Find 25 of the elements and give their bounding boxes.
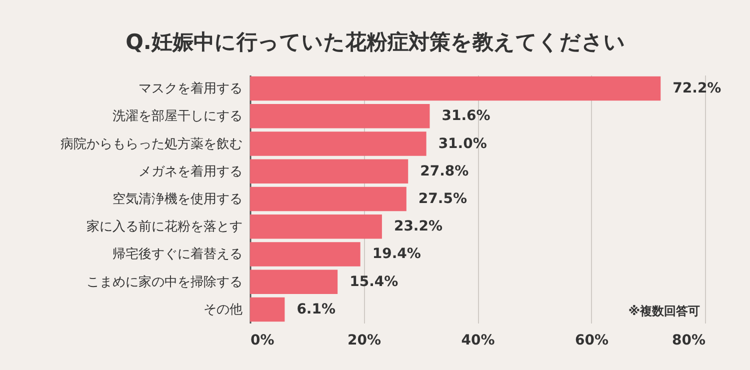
y-tick-label: 病院からもらった処方薬を飲む bbox=[60, 136, 242, 152]
y-tick-label: マスクを着用する bbox=[138, 80, 242, 97]
data-label: 19.4% bbox=[372, 246, 421, 262]
x-tick-label: 20% bbox=[347, 332, 382, 348]
annotation: ※複数回答可 bbox=[628, 304, 700, 318]
x-tick-label: 80% bbox=[672, 332, 706, 348]
x-tick-label: 40% bbox=[461, 332, 495, 348]
y-tick-label: 帰宅後すぐに着替える bbox=[112, 246, 242, 262]
x-tick-label: 60% bbox=[574, 332, 609, 348]
y-tick-label: メガネを着用する bbox=[138, 163, 242, 180]
data-label: 72.2% bbox=[672, 80, 722, 97]
data-label: 31.0% bbox=[438, 136, 487, 152]
y-tick-label: 家に入る前に花粉を落とす bbox=[86, 218, 242, 235]
y-tick-label: その他 bbox=[204, 302, 242, 318]
data-label: 27.5% bbox=[418, 191, 467, 207]
data-label: 6.1% bbox=[296, 301, 336, 318]
data-label: 31.6% bbox=[442, 108, 490, 124]
y-tick-label: 洗濯を部屋干しにする bbox=[112, 109, 242, 124]
data-label: 23.2% bbox=[394, 218, 443, 235]
y-tick-label: 空気清浄機を使用する bbox=[112, 192, 242, 207]
data-label: 15.4% bbox=[350, 274, 398, 290]
x-tick-label: 0% bbox=[250, 332, 274, 348]
y-tick-label: こまめに家の中を掃除する bbox=[86, 274, 242, 290]
chart-title: Q.妊娠中に行っていた花粉症対策を教えてください bbox=[126, 30, 626, 54]
data-label: 27.8% bbox=[420, 163, 469, 180]
